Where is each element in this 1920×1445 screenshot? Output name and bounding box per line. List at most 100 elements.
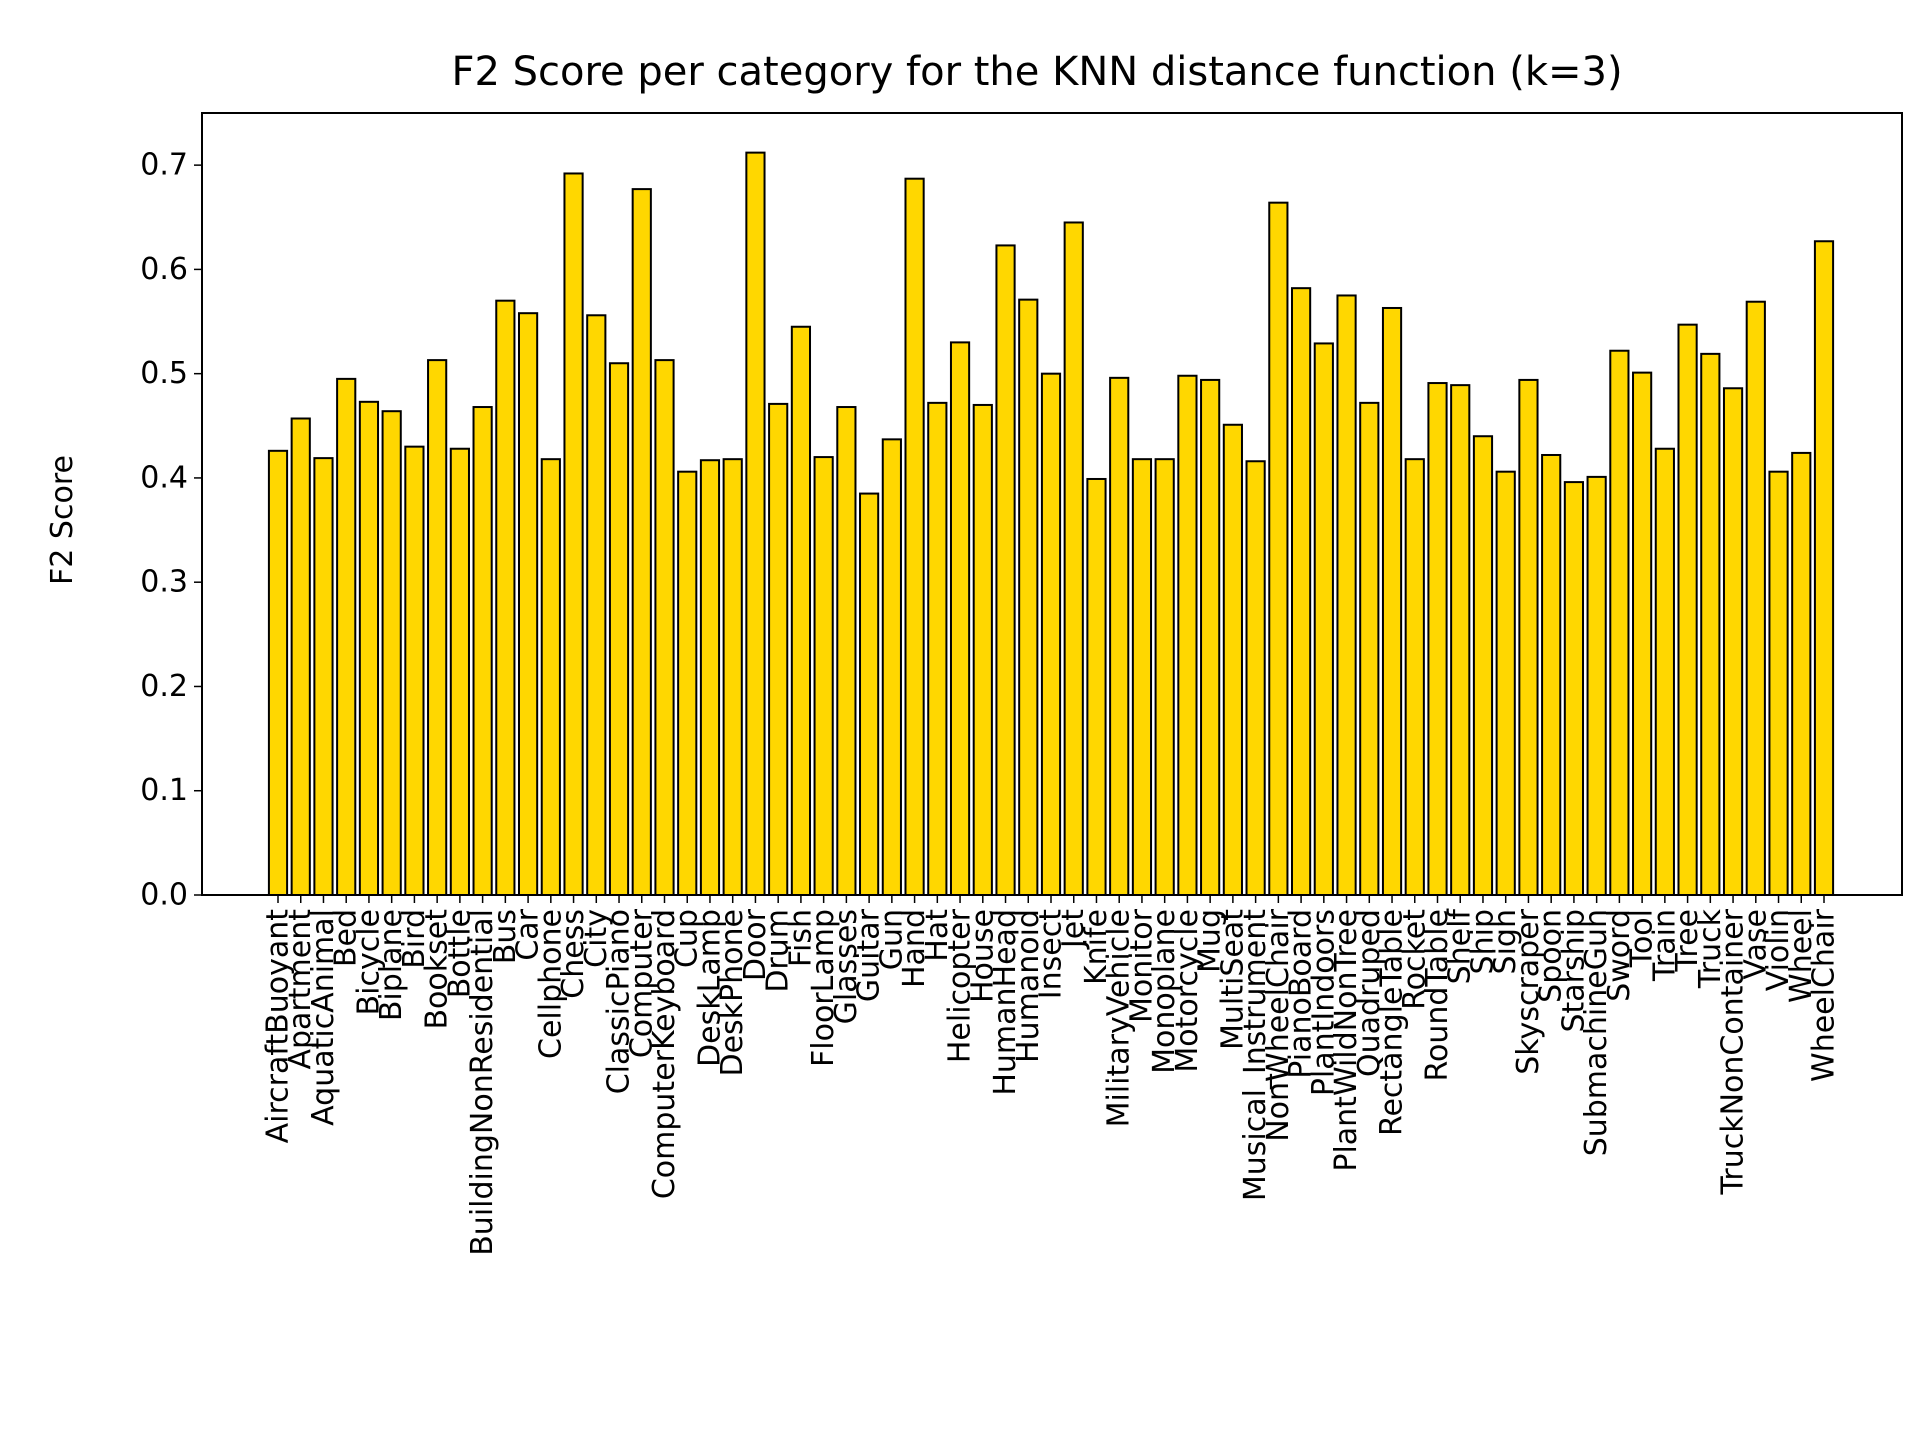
bar-Bookset: [427, 359, 448, 896]
bar-City: [586, 314, 607, 896]
x-tick-label: DeskLamp: [692, 909, 727, 1067]
x-tick-label: ClassicPiano: [602, 909, 637, 1094]
x-tick-label: Bookset: [420, 909, 455, 1030]
bar-Tree: [1677, 323, 1698, 897]
x-tick-label: PlantIndoors: [1306, 909, 1341, 1096]
bar-RectangleTable: [1381, 306, 1403, 897]
x-tick-label: Sword: [1602, 909, 1637, 1002]
x-tick-label: FloorLamp: [806, 909, 841, 1067]
x-tick-label: Jet: [1056, 909, 1091, 950]
bar-Shelf: [1450, 384, 1471, 896]
bar-Knife: [1086, 477, 1107, 896]
bar-PianoBoard: [1290, 287, 1312, 897]
x-axis-ticks: AircraftBuoyantApartmentAquaticAnimalBed…: [261, 895, 1842, 1256]
chart-title: F2 Score per category for the KNN distan…: [451, 49, 1622, 95]
x-tick-label: Starship: [1556, 909, 1591, 1033]
bar-PlantIndoors: [1313, 342, 1334, 896]
x-tick-label: Tool: [1625, 909, 1660, 968]
x-tick-label: Motorcycle: [1170, 909, 1205, 1073]
x-tick-label: HumanHead: [988, 909, 1023, 1096]
bar-Monoplane: [1154, 458, 1175, 896]
x-tick-label: Quadruped: [1352, 909, 1387, 1077]
x-tick-label: Tree: [1670, 909, 1705, 973]
x-tick-label: Violin: [1761, 909, 1796, 991]
x-tick-label: Bed: [329, 909, 364, 967]
x-tick-label: Guitar: [852, 908, 887, 1002]
x-tick-label: Helicopter: [943, 908, 978, 1063]
bar-SubmachineGun: [1586, 475, 1607, 896]
bar-WheelChair: [1813, 240, 1835, 896]
x-tick-label: BuildingNonResidential: [465, 909, 500, 1256]
x-tick-label: Bus: [488, 909, 523, 964]
bar-Gun: [881, 438, 902, 896]
x-tick-label: Mug: [1193, 909, 1228, 973]
x-tick-label: Drum: [761, 909, 796, 993]
bar-Apartment: [290, 417, 311, 896]
x-tick-label: MilitaryVehicle: [1102, 909, 1137, 1127]
x-tick-label: Cellphone: [533, 909, 568, 1059]
bar-DeskPhone: [722, 458, 743, 896]
x-tick-label: WheelChair: [1807, 908, 1842, 1082]
y-tick-label: 0.3: [140, 565, 188, 600]
y-tick-label: 0.2: [140, 669, 188, 704]
bar-FloorLamp: [813, 456, 834, 896]
x-tick-label: AquaticAnimal: [306, 909, 341, 1126]
plot-area-frame: [201, 112, 1903, 896]
bar-Humanoid: [1018, 298, 1039, 896]
y-tick-label: 0.0: [140, 878, 188, 913]
x-tick-label: House: [965, 909, 1000, 1003]
bar-Hand: [904, 177, 925, 896]
x-tick-label: Door: [738, 908, 773, 981]
x-tick-label: Knife: [1079, 909, 1114, 985]
x-tick-label: NonWheelChair: [1261, 908, 1296, 1141]
bar-Hat: [927, 401, 948, 896]
x-tick-label: Computer: [624, 908, 659, 1058]
x-tick-label: Chess: [556, 909, 591, 999]
bar-Computer: [631, 188, 652, 897]
bar-ClassicPiano: [608, 362, 630, 896]
y-tick-label: 0.5: [140, 356, 188, 391]
bar-Bus: [495, 299, 516, 896]
x-tick-label: Apartment: [283, 909, 318, 1070]
y-tick-label: 0.6: [140, 252, 188, 287]
x-tick-label: TruckNonContainer: [1716, 908, 1751, 1195]
bar-Car: [517, 312, 539, 896]
bar-Helicopter: [949, 341, 971, 896]
bar-NonWheelChair: [1268, 201, 1289, 897]
bar-Violin: [1768, 470, 1789, 896]
bar-Monitor: [1131, 458, 1153, 896]
bar-Train: [1654, 447, 1675, 896]
bar-HumanHead: [995, 244, 1016, 897]
x-tick-label: Cup: [670, 909, 705, 968]
bar-RoundTable: [1427, 382, 1448, 896]
bar-DeskLamp: [699, 459, 721, 896]
bar-ComputerKeyboard: [654, 359, 675, 896]
y-tick-label: 0.7: [140, 148, 188, 183]
bar-AircraftBuoyant: [267, 449, 289, 896]
x-tick-label: Spoon: [1534, 909, 1569, 1003]
x-tick-label: MultiSeat: [1215, 909, 1250, 1050]
bar-PlantWildNonTree: [1336, 294, 1357, 897]
y-axis-ticks: 0.0 0.1 0.2 0.3 0.4 0.5 0.6 0.7: [140, 148, 202, 913]
bar-Mug: [1200, 378, 1221, 897]
bar-Wheel: [1791, 451, 1812, 896]
x-tick-label: Monoplane: [1147, 909, 1182, 1074]
x-tick-label: Glasses: [829, 909, 864, 1024]
bar-House: [972, 403, 993, 896]
x-tick-label: SubmachineGun: [1579, 909, 1614, 1156]
bar-Glasses: [836, 406, 857, 896]
bar-MultiSeat: [1222, 423, 1243, 896]
x-tick-label: Shelf: [1443, 908, 1478, 985]
bar-Skyscraper: [1518, 378, 1539, 897]
bar-Quadruped: [1359, 401, 1380, 896]
bar-Door: [745, 151, 766, 896]
bar-Fish: [790, 325, 812, 896]
x-tick-label: RectangleTable: [1375, 909, 1410, 1136]
bar-Sign: [1495, 470, 1516, 896]
y-tick-label: 0.4: [140, 460, 188, 495]
bar-Rocket: [1404, 458, 1425, 896]
bar-Motorcycle: [1177, 374, 1198, 896]
bar-Chess: [563, 172, 584, 897]
